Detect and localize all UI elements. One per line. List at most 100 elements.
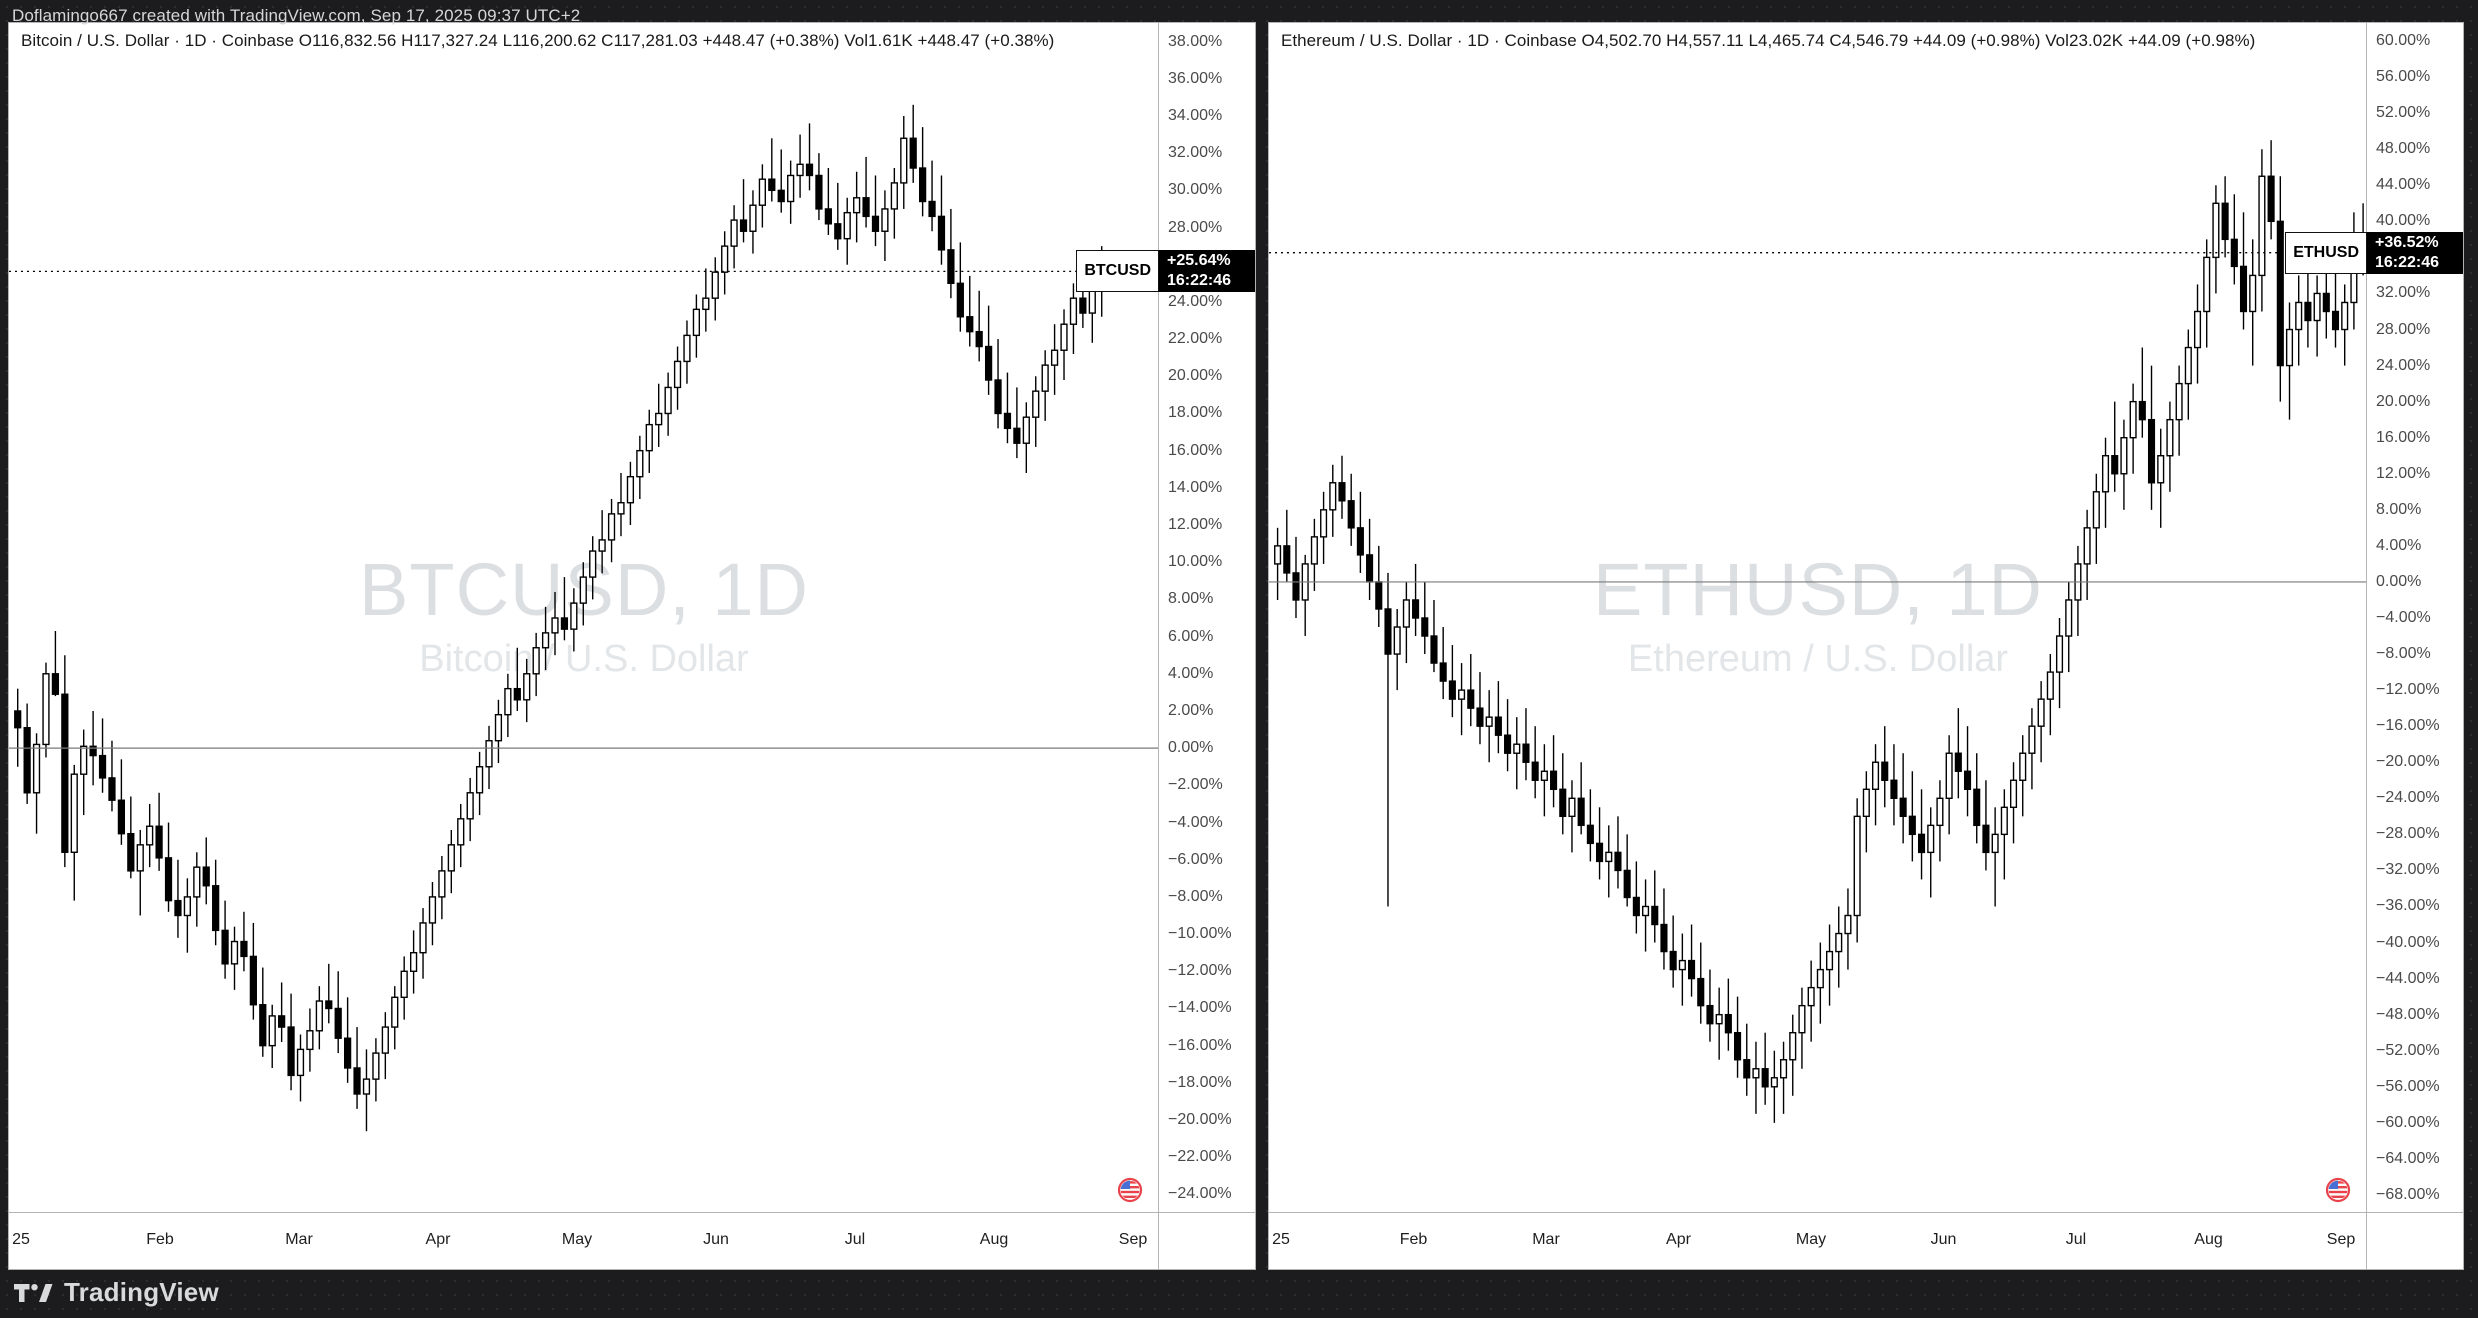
axis-divider (1158, 1213, 1159, 1269)
time-axis-tick: Aug (979, 1231, 1009, 1248)
last-price-tag-ethusd[interactable]: +36.52% 16:22:46 (2367, 231, 2463, 274)
time-axis-tick: Jul (2065, 1231, 2087, 1248)
price-axis-tick: 18.00% (1168, 404, 1223, 422)
price-axis-tick: 34.00% (1168, 106, 1223, 124)
price-axis-tick: −56.00% (2376, 1077, 2440, 1095)
price-axis-tick: 44.00% (2376, 176, 2431, 194)
time-axis-tick: May (561, 1231, 593, 1248)
price-axis-tick: 2.00% (1168, 701, 1214, 719)
price-axis-tick: 8.00% (1168, 590, 1214, 608)
axis-divider (2366, 1213, 2367, 1269)
price-axis-tick: −2.00% (1168, 776, 1223, 794)
time-axis-tick: Sep (1118, 1231, 1148, 1248)
price-axis-tick: 38.00% (1168, 32, 1223, 50)
price-axis-tick: 36.00% (1168, 69, 1223, 87)
time-axis-ethusd[interactable]: 25 Feb Mar Apr May Jun Jul Aug Sep (1269, 1212, 2463, 1269)
time-axis-btcusd[interactable]: 25 Feb Mar Apr May Jun Jul Aug Sep (9, 1212, 1255, 1269)
tradingview-logo-icon (14, 1283, 53, 1302)
price-axis-tick: 32.00% (1168, 144, 1223, 162)
time-axis-tick: Jun (703, 1231, 729, 1248)
symbol-tag-btcusd[interactable]: BTCUSD (1076, 250, 1159, 293)
time-axis-tick: Sep (2326, 1231, 2356, 1248)
price-axis-tick: 8.00% (2376, 500, 2422, 518)
price-axis-tick: −28.00% (2376, 825, 2440, 843)
price-axis-tick: −44.00% (2376, 969, 2440, 987)
price-axis-tick: 14.00% (1168, 478, 1223, 496)
price-axis-tick: −4.00% (1168, 813, 1223, 831)
chart-legend-btcusd: Bitcoin / U.S. Dollar · 1D · Coinbase O1… (21, 31, 1055, 50)
price-axis-tick: 6.00% (1168, 627, 1214, 645)
price-axis-tick: −22.00% (1168, 1148, 1232, 1166)
price-axis-tick: −8.00% (2376, 645, 2431, 663)
chart-legend-ethusd: Ethereum / U.S. Dollar · 1D · Coinbase O… (1281, 31, 2256, 50)
price-axis-tick: −12.00% (2376, 681, 2440, 699)
attribution-text: Doflamingo667 created with TradingView.c… (12, 6, 581, 25)
price-axis-tick: −68.00% (2376, 1185, 2440, 1203)
price-axis-tick: −4.00% (2376, 609, 2431, 626)
tradingview-logo-text: TradingView (64, 1277, 219, 1307)
price-axis-tick: 4.00% (2376, 536, 2422, 554)
time-axis-tick: Mar (285, 1231, 313, 1248)
price-axis-tick: 32.00% (2376, 284, 2431, 302)
price-axis-tick: −8.00% (1168, 887, 1223, 905)
price-axis-tick: −10.00% (1168, 925, 1232, 943)
last-price-tag-btcusd[interactable]: +25.64% 16:22:46 (1159, 250, 1255, 293)
price-axis-tick: −16.00% (2376, 717, 2440, 735)
price-axis-tick: 0.00% (1168, 739, 1214, 757)
price-axis-tick: 20.00% (2376, 392, 2431, 410)
last-price-value: +36.52% (2375, 233, 2439, 251)
price-axis-tick: 10.00% (1168, 553, 1223, 571)
price-axis-tick: −12.00% (1168, 962, 1232, 980)
us-flag-circle-icon (1117, 1177, 1143, 1203)
time-axis-tick: Apr (425, 1231, 451, 1248)
price-axis-tick: −20.00% (1168, 1111, 1232, 1129)
price-axis-tick: −6.00% (1168, 850, 1223, 868)
price-axis-tick: 0.00% (2376, 572, 2422, 590)
price-tag-row-btcusd: BTCUSD +25.64% 16:22:46 (1076, 250, 1255, 293)
time-axis-tick: Jul (844, 1231, 866, 1248)
candlestick-plot-ethusd[interactable] (1269, 23, 2367, 1213)
price-axis-tick: 56.00% (2376, 68, 2431, 86)
price-axis-tick: −60.00% (2376, 1113, 2440, 1131)
price-axis-tick: 48.00% (2376, 140, 2431, 158)
price-axis-tick: −52.00% (2376, 1041, 2440, 1059)
price-axis-tick: 24.00% (1168, 292, 1223, 310)
price-axis-ethusd[interactable]: 60.00%56.00%52.00%48.00%44.00%40.00%36.0… (2366, 23, 2463, 1213)
price-axis-tick: −14.00% (1168, 999, 1232, 1017)
price-axis-tick: 30.00% (1168, 181, 1223, 199)
chart-panel-ethusd[interactable]: Ethereum / U.S. Dollar · 1D · Coinbase O… (1268, 22, 2464, 1270)
price-axis-tick: 4.00% (1168, 664, 1214, 682)
price-axis-tick: 52.00% (2376, 104, 2431, 122)
price-axis-tick: −16.00% (1168, 1036, 1232, 1054)
price-axis-tick: 40.00% (2376, 212, 2431, 230)
price-axis-tick: 12.00% (1168, 516, 1223, 534)
time-axis-tick: Apr (1666, 1231, 1691, 1248)
time-axis-tick: May (1795, 1231, 1827, 1248)
countdown-time: 16:22:46 (2375, 253, 2440, 271)
price-axis-tick: 24.00% (2376, 356, 2431, 374)
charts-container: Bitcoin / U.S. Dollar · 1D · Coinbase O1… (0, 22, 2478, 1270)
time-axis-tick: Feb (146, 1231, 174, 1248)
tradingview-logo: TradingView (14, 1277, 219, 1308)
chart-panel-btcusd[interactable]: Bitcoin / U.S. Dollar · 1D · Coinbase O1… (8, 22, 1256, 1270)
price-axis-btcusd[interactable]: 38.00%36.00%34.00%32.00%30.00%28.00%26.0… (1158, 23, 1255, 1213)
time-axis-tick: Aug (2194, 1231, 2223, 1248)
price-axis-tick: 28.00% (2376, 320, 2431, 338)
last-price-value: +25.64% (1167, 252, 1231, 270)
price-axis-tick: −18.00% (1168, 1073, 1232, 1091)
time-axis-tick: Jun (1930, 1231, 1957, 1248)
countdown-time: 16:22:46 (1167, 272, 1232, 290)
price-axis-tick: −48.00% (2376, 1005, 2440, 1023)
symbol-tag-ethusd[interactable]: ETHUSD (2285, 231, 2367, 274)
price-axis-tick: −24.00% (2376, 789, 2440, 807)
time-axis-tick: Feb (1399, 1231, 1428, 1248)
price-axis-tick: 22.00% (1168, 330, 1223, 348)
price-axis-tick: 16.00% (1168, 441, 1223, 459)
price-axis-tick: 28.00% (1168, 218, 1223, 236)
time-axis-tick: 25 (12, 1231, 30, 1248)
candlestick-plot-btcusd[interactable] (9, 23, 1159, 1213)
time-axis-tick: 25 (1272, 1231, 1290, 1248)
price-tag-row-ethusd: ETHUSD +36.52% 16:22:46 (2285, 231, 2463, 274)
price-axis-tick: −20.00% (2376, 753, 2440, 771)
price-axis-tick: −40.00% (2376, 933, 2440, 951)
